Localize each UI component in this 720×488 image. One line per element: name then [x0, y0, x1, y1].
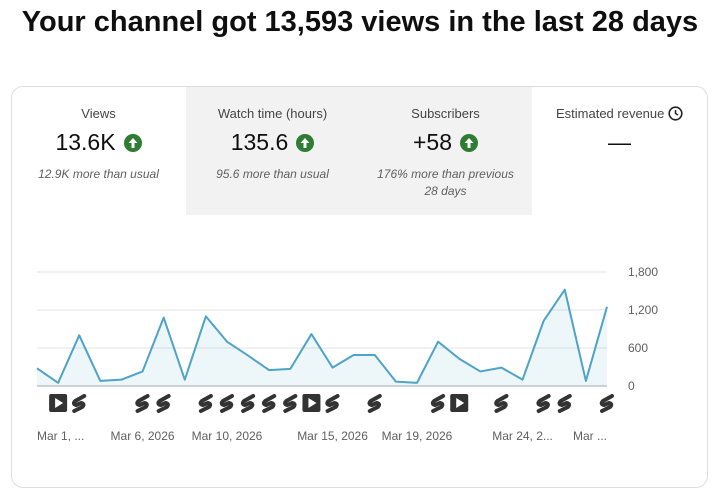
shorts-icon: [536, 394, 551, 413]
y-tick-label: 1,800: [628, 265, 658, 279]
shorts-icon: [261, 394, 277, 413]
x-tick-label: Mar 24, 2...: [492, 429, 553, 443]
shorts-icon: [71, 394, 87, 413]
metric-value: —: [608, 129, 631, 155]
shorts-icon: [240, 394, 256, 413]
video-icon-play: [308, 398, 317, 408]
x-tick-label: Mar ...: [573, 429, 607, 443]
metric-note: 95.6 more than usual: [216, 167, 329, 181]
shorts-icon: [430, 394, 446, 413]
shorts-icon: [198, 394, 213, 413]
analytics-card: Views 13.6K 12.9K more than usual Watch …: [11, 86, 708, 488]
y-tick-label: 1,200: [628, 303, 658, 317]
page: Your channel got 13,593 views in the las…: [11, 6, 708, 488]
metric-label-row: Estimated revenue: [533, 106, 706, 121]
metric-value: +58: [412, 129, 452, 155]
metric-value-row: 13.6K: [12, 129, 185, 156]
metric-tab[interactable]: Views 13.6K 12.9K more than usual: [12, 87, 185, 215]
shorts-icon: [367, 394, 382, 413]
shorts-icon: [283, 394, 298, 413]
shorts-icon: [557, 394, 572, 413]
up-icon: [123, 133, 142, 152]
metric-value: 13.6K: [55, 129, 116, 155]
metric-tab[interactable]: Watch time (hours) 135.6 95.6 more than …: [186, 87, 359, 215]
shorts-icon: [156, 394, 171, 413]
shorts-icon: [219, 394, 234, 413]
metric-note: 176% more than previous 28 days: [377, 167, 514, 198]
metric-value-row: —: [533, 129, 706, 156]
shorts-icon: [494, 394, 509, 413]
video-icon-play: [55, 398, 64, 408]
x-tick-label: Mar 15, 2026: [297, 429, 368, 443]
x-tick-label: Mar 10, 2026: [192, 429, 263, 443]
video-icon-play: [456, 398, 465, 408]
shorts-icon: [135, 394, 150, 413]
shorts-icon: [325, 394, 340, 413]
shorts-icon: [599, 394, 614, 413]
clock-icon: [668, 106, 683, 121]
metric-label: Subscribers: [411, 106, 480, 121]
metric-tab[interactable]: Estimated revenue —: [533, 87, 706, 215]
chart: 0 600 1,200 1,800 Mar 1, ... Mar 6, 2026 Mar 1…: [36, 265, 658, 443]
metric-label: Estimated revenue: [555, 106, 665, 121]
x-tick-label: Mar 1, ...: [37, 429, 84, 443]
y-tick-label: 600: [628, 341, 648, 355]
y-tick-label: 0: [628, 379, 635, 393]
metric-value: 135.6: [230, 129, 289, 155]
up-icon: [460, 133, 478, 152]
line: [36, 288, 608, 384]
metric-tab[interactable]: Subscribers +58 176% more than previous …: [359, 87, 532, 215]
x-tick-label: Mar 6, 2026: [111, 429, 175, 443]
page-title: Your channel got 13,593 views in the las…: [21, 6, 699, 38]
up-icon: [296, 133, 315, 152]
metric-value-row: +58: [359, 129, 532, 156]
metric-note: 12.9K more than usual: [38, 167, 159, 181]
metric-label: Watch time (hours): [217, 106, 328, 121]
metric-value-row: 135.6: [186, 129, 359, 156]
x-tick-label: Mar 19, 2026: [382, 429, 453, 443]
area-fill: [37, 289, 607, 386]
metric-label: Views: [81, 106, 116, 121]
